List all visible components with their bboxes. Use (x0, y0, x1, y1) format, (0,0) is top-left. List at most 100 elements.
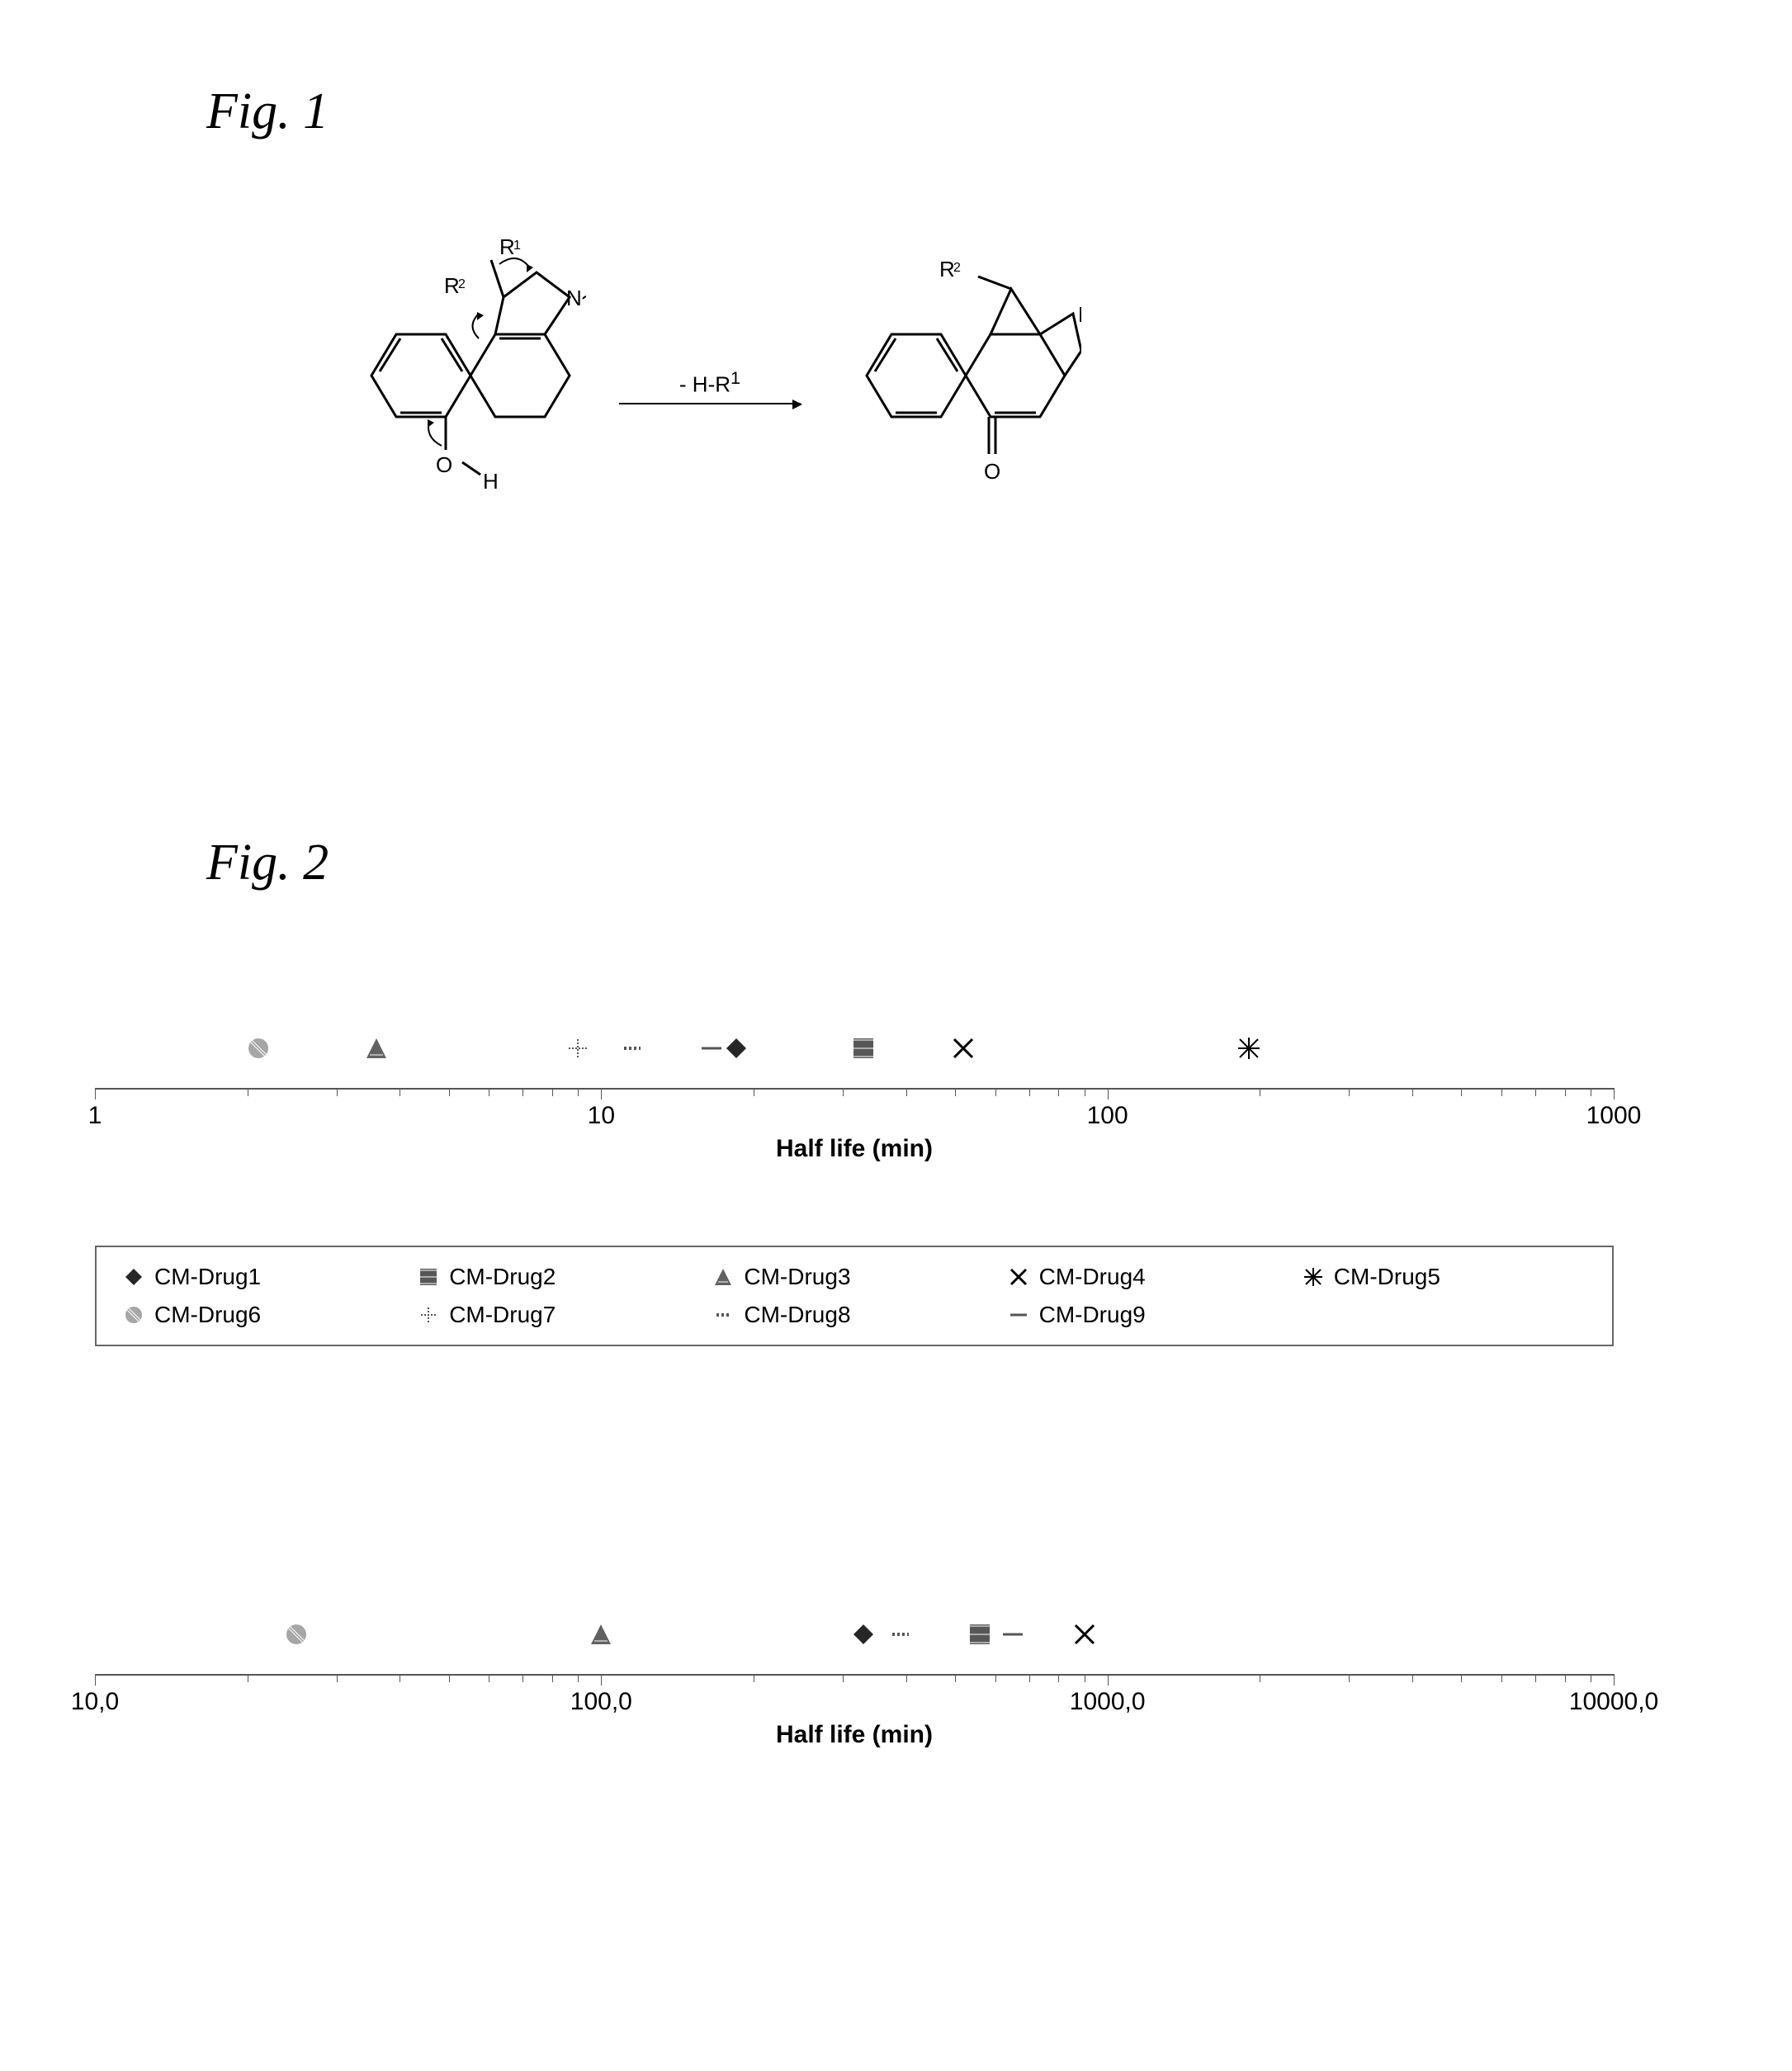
data-point-series-2 (852, 1037, 875, 1060)
legend-marker-icon (1006, 1265, 1031, 1289)
axis-tick-label: 100 (1087, 1102, 1128, 1130)
data-point-series-6 (285, 1623, 308, 1646)
figure1-label: Fig. 1 (206, 83, 329, 141)
chart2-plot-area (95, 1618, 1614, 1676)
axis-tick (522, 1674, 523, 1682)
legend-item-label: CM-Drug4 (1039, 1264, 1146, 1290)
axis-tick (1461, 1088, 1462, 1096)
legend-item-series-8: CM-Drug8 (711, 1302, 997, 1328)
arrow-label: - H-R1 (679, 367, 740, 398)
axis-tick (995, 1674, 996, 1682)
axis-tick (578, 1088, 579, 1096)
data-point-series-4 (952, 1037, 975, 1060)
legend-item-label: CM-Drug1 (154, 1264, 261, 1290)
axis-tick (1535, 1088, 1536, 1096)
axis-tick-label: 10,0 (71, 1688, 119, 1716)
axis-tick (1565, 1674, 1566, 1682)
chart2-axis-title: Half life (min) (95, 1721, 1614, 1749)
svg-text:O: O (984, 459, 1000, 484)
svg-text:H: H (483, 469, 499, 494)
axis-tick-label: 1000 (1586, 1102, 1642, 1130)
axis-tick (1108, 1088, 1109, 1099)
axis-tick (1029, 1088, 1030, 1096)
data-point-series-1 (725, 1037, 748, 1060)
axis-tick-label: 1 (88, 1102, 102, 1130)
legend-marker-icon (711, 1303, 735, 1327)
data-point-series-2 (968, 1623, 991, 1646)
axis-tick (601, 1088, 602, 1099)
axis-tick (1412, 1674, 1413, 1682)
legend-item-series-2: CM-Drug2 (416, 1264, 702, 1290)
axis-tick-label: 10 (588, 1102, 615, 1130)
legend-item-label: CM-Drug9 (1039, 1302, 1146, 1328)
axis-tick (1108, 1674, 1109, 1686)
data-point-series-3 (589, 1623, 612, 1646)
axis-tick (95, 1088, 96, 1099)
axis-tick (843, 1088, 844, 1096)
axis-tick (337, 1674, 338, 1682)
svg-text:2: 2 (953, 261, 961, 275)
legend-item-label: CM-Drug5 (1334, 1264, 1440, 1290)
axis-tick (955, 1674, 956, 1682)
legend-item-series-1: CM-Drug1 (121, 1264, 408, 1290)
axis-tick (95, 1674, 96, 1686)
axis-tick (601, 1674, 602, 1686)
svg-text:N: N (1078, 302, 1081, 327)
legend-item-label: CM-Drug3 (744, 1264, 850, 1290)
axis-tick (337, 1088, 338, 1096)
data-point-series-3 (365, 1037, 388, 1060)
axis-tick (843, 1674, 844, 1682)
axis-tick (552, 1674, 553, 1682)
svg-text:R: R (444, 273, 460, 298)
legend-marker-icon (121, 1265, 146, 1289)
axis-tick (1029, 1674, 1030, 1682)
legend-item-label: CM-Drug6 (154, 1302, 261, 1328)
legend-item-label: CM-Drug2 (449, 1264, 556, 1290)
legend-item-series-9: CM-Drug9 (1006, 1302, 1293, 1328)
data-point-series-4 (1073, 1623, 1096, 1646)
axis-tick (449, 1088, 450, 1096)
axis-tick (1565, 1088, 1566, 1096)
axis-tick-label: 1000,0 (1070, 1688, 1146, 1716)
data-point-series-9 (1001, 1623, 1024, 1646)
figure2-chart2: Half life (min) 10,0100,01000,010000,0 (95, 1618, 1614, 1749)
axis-tick (578, 1674, 579, 1682)
data-point-series-9 (700, 1037, 723, 1060)
data-point-series-8 (621, 1037, 644, 1060)
axis-tick-label: 100,0 (570, 1688, 632, 1716)
axis-tick (1412, 1088, 1413, 1096)
data-point-series-5 (1237, 1037, 1260, 1060)
axis-tick (1501, 1088, 1502, 1096)
legend-item-series-5: CM-Drug5 (1301, 1264, 1587, 1290)
legend-marker-icon (1301, 1265, 1326, 1289)
axis-tick-label: 10000,0 (1569, 1688, 1658, 1716)
axis-tick (522, 1088, 523, 1096)
reaction-arrow: - H-R1 (619, 367, 801, 404)
axis-tick (1535, 1674, 1536, 1682)
svg-text:1: 1 (513, 239, 521, 253)
axis-tick (906, 1674, 907, 1682)
chart1-axis-title: Half life (min) (95, 1135, 1614, 1163)
svg-text:R: R (939, 257, 955, 281)
axis-tick (1058, 1674, 1059, 1682)
axis-tick (1058, 1088, 1059, 1096)
legend-item-label: CM-Drug8 (744, 1302, 850, 1328)
axis-tick (1349, 1674, 1350, 1682)
legend-marker-icon (711, 1265, 735, 1289)
figure2-label: Fig. 2 (206, 834, 329, 892)
legend-marker-icon (416, 1303, 441, 1327)
axis-tick (1349, 1088, 1350, 1096)
axis-tick (955, 1088, 956, 1096)
axis-tick (995, 1088, 996, 1096)
legend-item-series-3: CM-Drug3 (711, 1264, 997, 1290)
data-point-series-6 (247, 1037, 270, 1060)
chart1-plot-area (95, 1032, 1614, 1090)
figure1-reaction: R 1 R 2 N O H - H-R1 (338, 231, 1081, 541)
molecule-left: R 1 R 2 N O H (338, 231, 586, 541)
legend-marker-icon (121, 1303, 146, 1327)
axis-tick (1614, 1088, 1615, 1099)
legend-item-series-7: CM-Drug7 (416, 1302, 702, 1328)
data-point-series-8 (889, 1623, 912, 1646)
legend-item-series-4: CM-Drug4 (1006, 1264, 1293, 1290)
axis-tick (1614, 1674, 1615, 1686)
